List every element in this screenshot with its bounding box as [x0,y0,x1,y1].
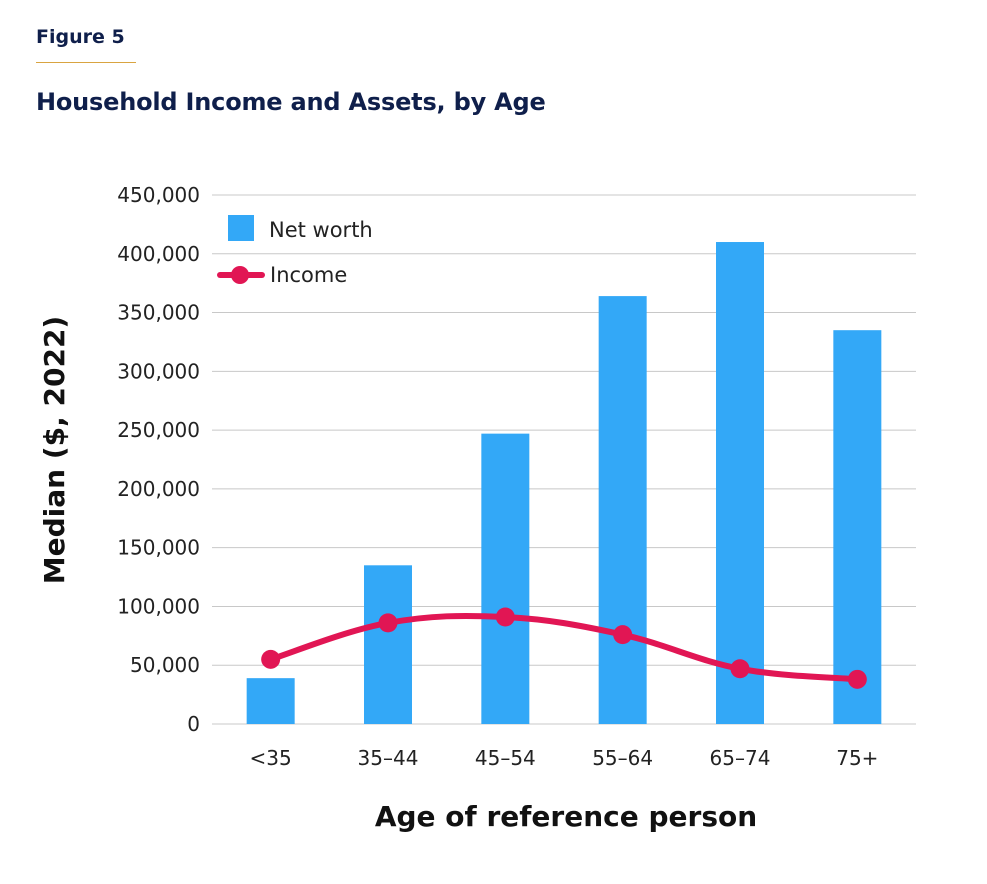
income-point [495,607,515,627]
income-point [378,613,398,633]
y-tick-label: 0 [187,712,200,736]
income-line-series [261,607,867,689]
y-tick-label: 50,000 [130,653,200,677]
x-tick-label: 55–64 [592,746,653,770]
y-tick-label: 450,000 [117,183,200,207]
net-worth-bar [481,433,530,724]
legend-income-marker [231,266,249,284]
income-point [730,659,750,679]
y-tick-labels: 0 50,000 100,000 150,000 200,000 250,000 300,0… [117,183,200,736]
y-tick-label: 200,000 [117,477,200,501]
net-worth-bar [716,242,764,724]
y-axis-title: Median ($, 2022) [38,316,71,584]
net-worth-bar [246,678,295,724]
grid-lines [212,194,916,725]
x-tick-labels: <35 35–44 45–54 55–64 65–74 75+ [250,746,879,770]
figure-label: Figure 5 [36,26,125,48]
income-point [847,669,867,689]
income-point [261,649,281,669]
y-tick-label: 150,000 [117,536,200,560]
y-tick-label: 300,000 [117,359,200,383]
legend-net-worth-swatch [228,215,254,241]
net-worth-bar [833,330,882,724]
y-tick-label: 100,000 [117,594,200,618]
net-worth-bar [598,296,647,724]
income-line [267,612,861,683]
x-tick-label: 45–54 [475,746,536,770]
net-worth-bar [364,565,412,724]
x-tick-label: 75+ [836,746,878,770]
x-tick-label: <35 [250,746,292,770]
legend-income-label: Income [270,263,347,287]
y-tick-label: 350,000 [117,301,200,325]
y-tick-label: 400,000 [117,242,200,266]
legend-net-worth-label: Net worth [269,218,373,242]
x-tick-label: 65–74 [710,746,771,770]
x-axis-title: Age of reference person [375,800,757,833]
y-tick-label: 250,000 [117,418,200,442]
legend: Net worth Income [217,215,373,287]
net-worth-bars [246,242,882,724]
chart-title: Household Income and Assets, by Age [36,88,546,116]
figure-label-rule [36,62,136,63]
x-tick-label: 35–44 [358,746,419,770]
income-point [613,625,633,645]
